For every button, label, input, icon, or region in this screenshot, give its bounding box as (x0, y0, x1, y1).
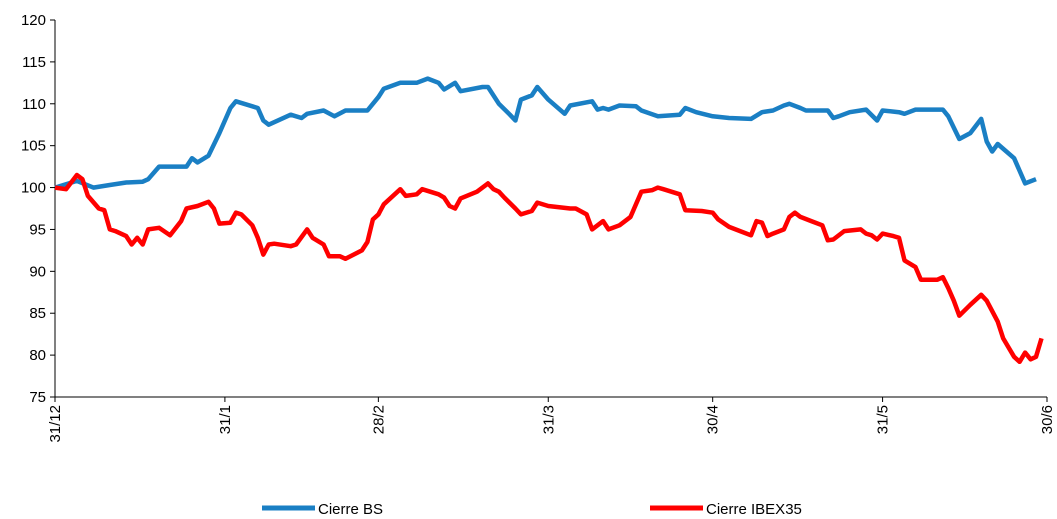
y-tick-label: 75 (29, 389, 46, 406)
y-tick-label: 85 (29, 305, 46, 322)
y-tick-label: 120 (21, 12, 46, 29)
y-tick-label: 95 (29, 221, 46, 238)
line-series (54, 76, 1037, 190)
x-tick-label: 30/4 (705, 405, 722, 434)
y-tick-label: 90 (29, 263, 46, 280)
x-tick-label: 31/3 (540, 405, 557, 434)
y-tick-label: 115 (22, 54, 46, 71)
x-tick-label: 31/1 (217, 405, 234, 434)
x-tick-label: 31/5 (875, 405, 892, 434)
y-tick-label: 100 (21, 180, 46, 197)
x-tick-label: 28/2 (370, 405, 387, 434)
y-tick-label: 110 (22, 96, 46, 113)
legend-label: Cierre BS (318, 501, 383, 518)
x-tick-label: 30/6 (1039, 405, 1056, 434)
y-tick-label: 80 (29, 347, 46, 364)
x-tick-label: 31/12 (47, 405, 64, 443)
legend-label: Cierre IBEX35 (706, 501, 802, 518)
y-tick-label: 105 (21, 138, 46, 155)
line-series (54, 172, 1044, 365)
